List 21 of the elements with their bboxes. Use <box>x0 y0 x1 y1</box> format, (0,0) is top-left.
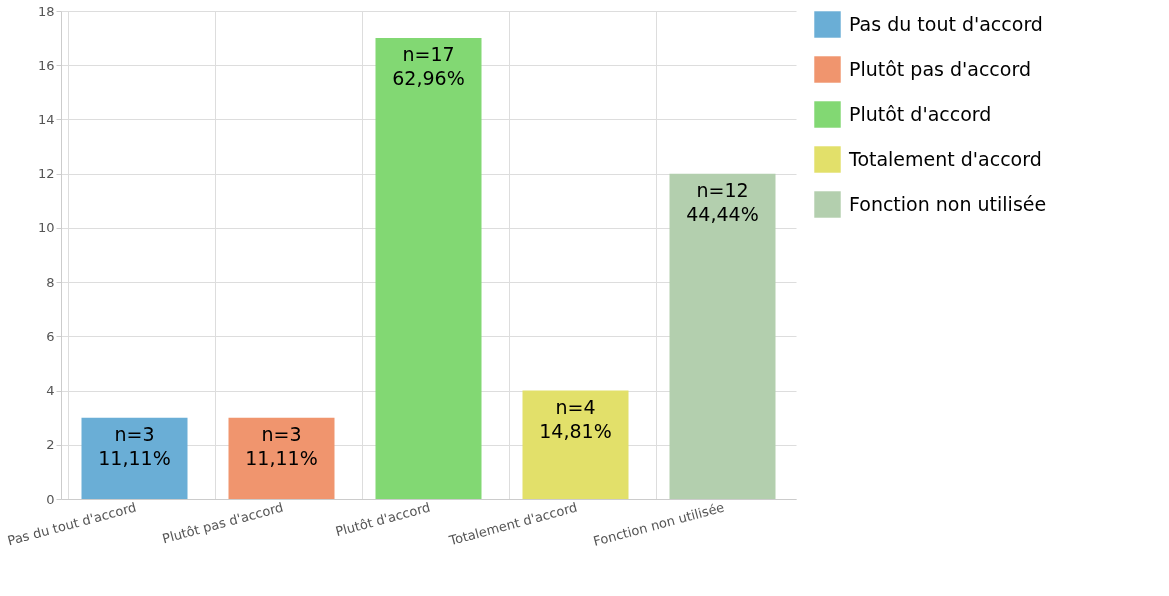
legend-label: Pas du tout d'accord <box>849 12 1043 35</box>
legend-label: Plutôt pas d'accord <box>849 57 1031 80</box>
data-label: n=3 11,11% <box>245 422 318 469</box>
legend-label: Plutôt d'accord <box>849 102 992 125</box>
y-tick-label: 4 <box>46 383 55 399</box>
data-label: n=12 44,44% <box>686 178 759 225</box>
legend-label: Fonction non utilisée <box>849 192 1047 215</box>
data-label: n=4 14,81% <box>539 395 612 442</box>
y-tick-label: 8 <box>46 274 55 290</box>
y-tick-label: 0 <box>46 491 55 507</box>
y-tick-label: 16 <box>37 57 55 73</box>
y-tick-label: 18 <box>37 3 55 19</box>
y-tick-label: 2 <box>46 437 55 453</box>
data-label: n=3 11,11% <box>98 422 171 469</box>
legend-label: Totalement d'accord <box>848 147 1042 170</box>
y-tick-label: 14 <box>37 111 55 127</box>
y-tick-label: 12 <box>37 166 55 182</box>
data-label: n=17 62,96% <box>392 43 465 90</box>
y-tick-label: 10 <box>37 220 55 236</box>
y-tick-label: 6 <box>46 328 55 344</box>
x-tick-label: Fonction non utilisée <box>591 499 726 549</box>
